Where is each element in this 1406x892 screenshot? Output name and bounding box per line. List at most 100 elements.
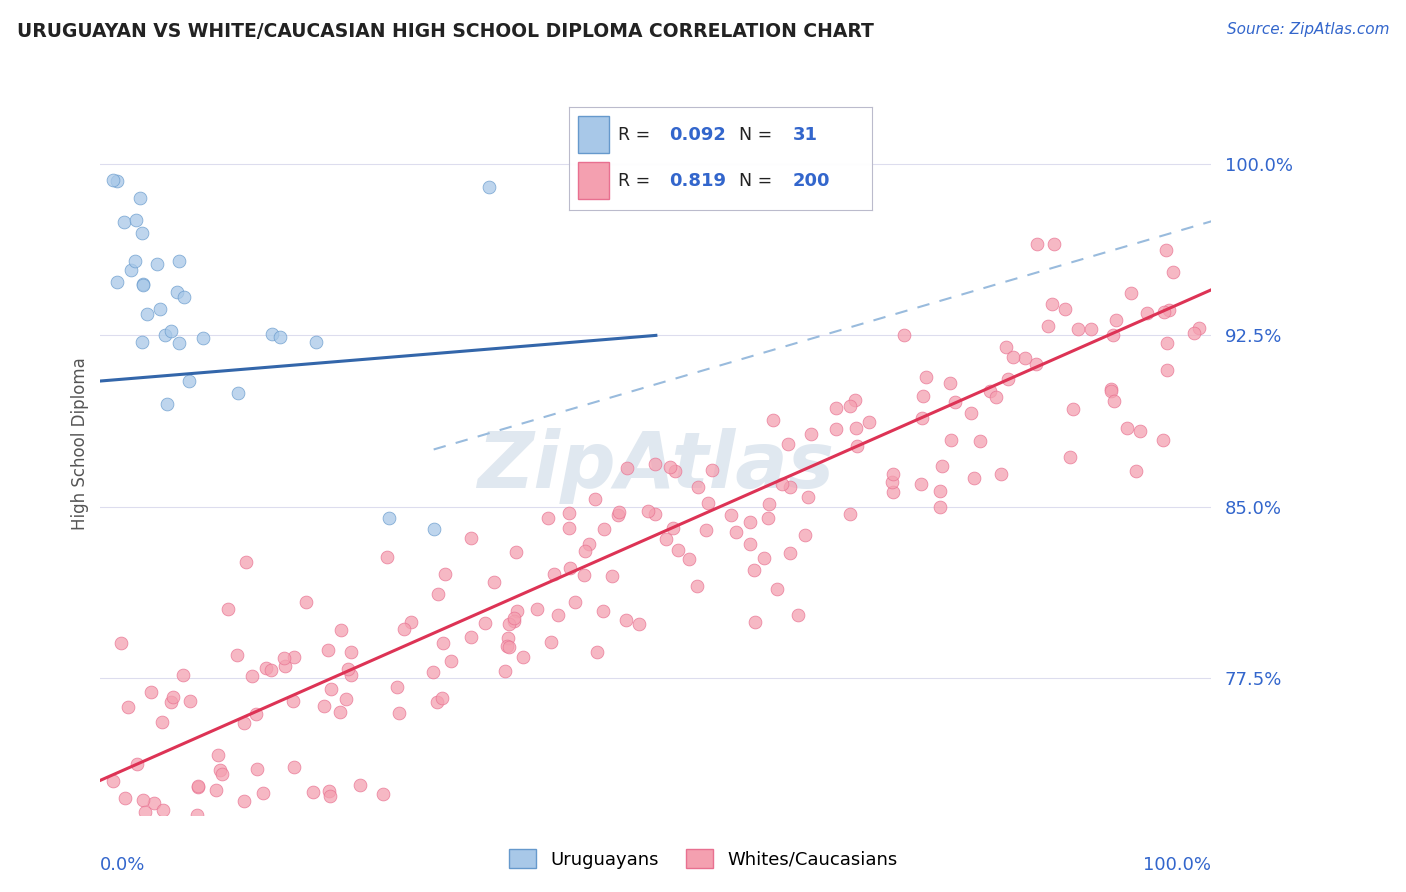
Point — [205, 783, 228, 797]
Point — [1043, 237, 1066, 252]
Point — [1188, 320, 1211, 334]
Point — [1059, 450, 1081, 464]
Point — [211, 766, 233, 780]
Point — [166, 285, 188, 299]
Point — [779, 480, 801, 494]
Point — [252, 786, 274, 800]
Point — [401, 615, 423, 630]
Point — [127, 757, 149, 772]
Legend: Uruguayans, Whites/Caucasians: Uruguayans, Whites/Caucasians — [502, 842, 904, 876]
Point — [433, 567, 456, 582]
Point — [103, 773, 125, 788]
Point — [378, 511, 401, 525]
Point — [583, 491, 606, 506]
Point — [1182, 326, 1205, 340]
Point — [614, 613, 637, 627]
Point — [232, 716, 254, 731]
Point — [120, 263, 142, 277]
Point — [269, 330, 291, 344]
Point — [173, 289, 195, 303]
Point — [153, 327, 176, 342]
Point — [911, 411, 934, 425]
Point — [167, 254, 190, 268]
Point — [912, 389, 935, 403]
Point — [186, 808, 208, 822]
Point — [779, 546, 801, 560]
Text: 200: 200 — [793, 172, 831, 190]
Point — [686, 579, 709, 593]
Point — [136, 307, 159, 321]
Point — [340, 667, 363, 681]
Point — [1067, 322, 1090, 336]
Point — [931, 458, 953, 473]
Point — [440, 654, 463, 668]
Point — [1153, 304, 1175, 318]
Point — [1040, 297, 1063, 311]
Point — [574, 543, 596, 558]
Point — [134, 805, 156, 819]
Text: 0.0%: 0.0% — [100, 855, 146, 873]
Point — [1014, 351, 1036, 366]
Point — [179, 374, 201, 388]
Point — [1026, 237, 1049, 252]
Point — [720, 508, 742, 522]
Point — [1129, 425, 1152, 439]
Point — [131, 226, 153, 240]
Point — [606, 508, 628, 522]
Point — [882, 485, 904, 500]
Point — [752, 550, 775, 565]
Point — [1080, 322, 1102, 336]
Point — [371, 787, 394, 801]
Point — [770, 477, 793, 491]
Point — [959, 406, 981, 420]
Point — [474, 616, 496, 631]
Point — [283, 760, 305, 774]
Point — [375, 549, 398, 564]
Point — [664, 464, 686, 478]
Point — [1036, 319, 1059, 334]
Point — [526, 602, 548, 616]
Point — [738, 515, 761, 529]
Point — [616, 460, 638, 475]
Point — [766, 582, 789, 597]
Text: N =: N = — [738, 172, 772, 190]
Point — [1099, 382, 1122, 396]
Point — [179, 694, 201, 708]
Point — [943, 395, 966, 409]
Point — [498, 617, 520, 632]
Text: ZipAtlas: ZipAtlas — [478, 428, 834, 504]
Point — [1119, 286, 1142, 301]
Point — [329, 623, 352, 637]
Point — [105, 174, 128, 188]
Point — [1025, 357, 1047, 371]
Point — [430, 691, 453, 706]
Point — [995, 340, 1018, 354]
Point — [915, 370, 938, 384]
Point — [678, 552, 700, 566]
Point — [385, 680, 408, 694]
Point — [540, 635, 562, 649]
Point — [1136, 306, 1159, 320]
Point — [662, 521, 685, 535]
Point — [222, 819, 245, 833]
Point — [219, 819, 242, 833]
Point — [1157, 302, 1180, 317]
Point — [607, 505, 630, 519]
Point — [1053, 302, 1076, 317]
Point — [305, 334, 328, 349]
Point — [316, 643, 339, 657]
Point — [796, 490, 818, 504]
Point — [496, 639, 519, 653]
Point — [139, 684, 162, 698]
Point — [239, 819, 262, 833]
Point — [910, 476, 932, 491]
Point — [217, 602, 239, 616]
Point — [938, 376, 960, 390]
Point — [259, 663, 281, 677]
Point — [506, 604, 529, 618]
Point — [117, 699, 139, 714]
Point — [893, 327, 915, 342]
Text: 31: 31 — [793, 126, 818, 144]
Point — [564, 595, 586, 609]
Point — [335, 691, 357, 706]
